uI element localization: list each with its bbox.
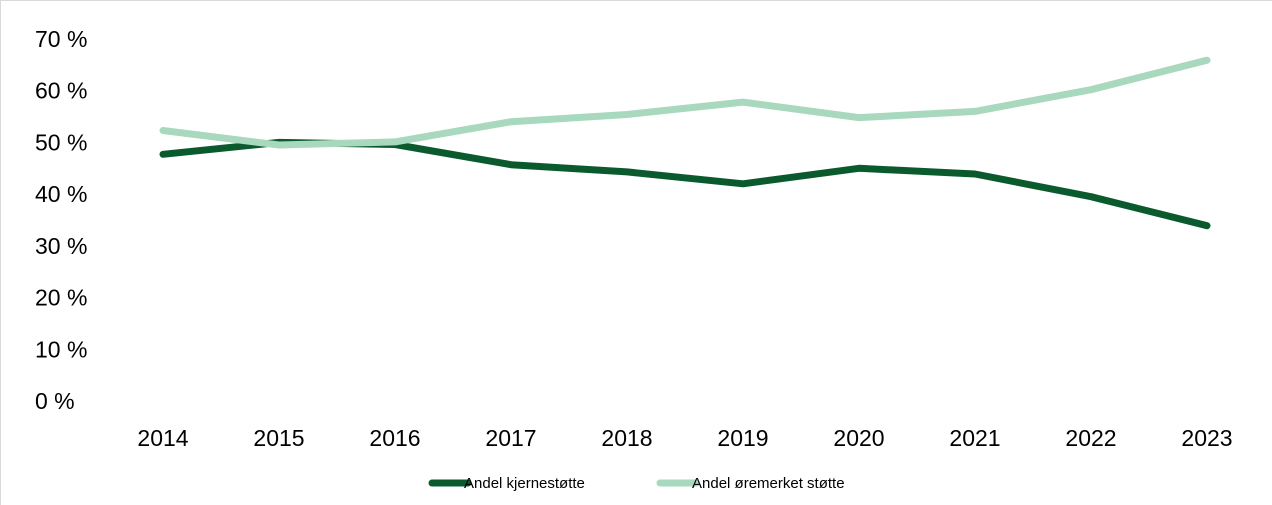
x-tick-label: 2014: [137, 425, 188, 451]
legend-label-1: Andel kjernestøtte: [464, 475, 585, 492]
x-tick-label: 2022: [1065, 425, 1116, 451]
y-tick-label: 10 %: [35, 336, 87, 362]
x-tick-label: 2023: [1181, 425, 1232, 451]
y-tick-label: 0 %: [35, 388, 75, 414]
legend: Andel kjernestøtte Andel øremerket støtte: [428, 475, 845, 492]
x-tick-label: 2020: [833, 425, 884, 451]
series-line-2: [159, 56, 1211, 149]
x-tick-label: 2016: [369, 425, 420, 451]
y-tick-label: 70 %: [35, 26, 87, 52]
y-tick-label: 50 %: [35, 129, 87, 155]
legend-label-2: Andel øremerket støtte: [692, 475, 845, 492]
x-axis: 2014 2015 2016 2017 2018 2019 2020 2021 2022 2023: [137, 425, 1232, 451]
x-tick-label: 2015: [253, 425, 304, 451]
y-axis: 0 % 10 % 20 % 30 % 40 % 50 % 60 % 70 %: [35, 26, 87, 414]
x-tick-label: 2017: [485, 425, 536, 451]
x-tick-label: 2019: [717, 425, 768, 451]
x-tick-label: 2018: [601, 425, 652, 451]
x-tick-label: 2021: [949, 425, 1000, 451]
y-tick-label: 40 %: [35, 181, 87, 207]
series-line-1: [159, 138, 1211, 230]
series-group: [159, 56, 1211, 230]
y-tick-label: 60 %: [35, 78, 87, 104]
y-tick-label: 20 %: [35, 285, 87, 311]
y-tick-label: 30 %: [35, 233, 87, 259]
